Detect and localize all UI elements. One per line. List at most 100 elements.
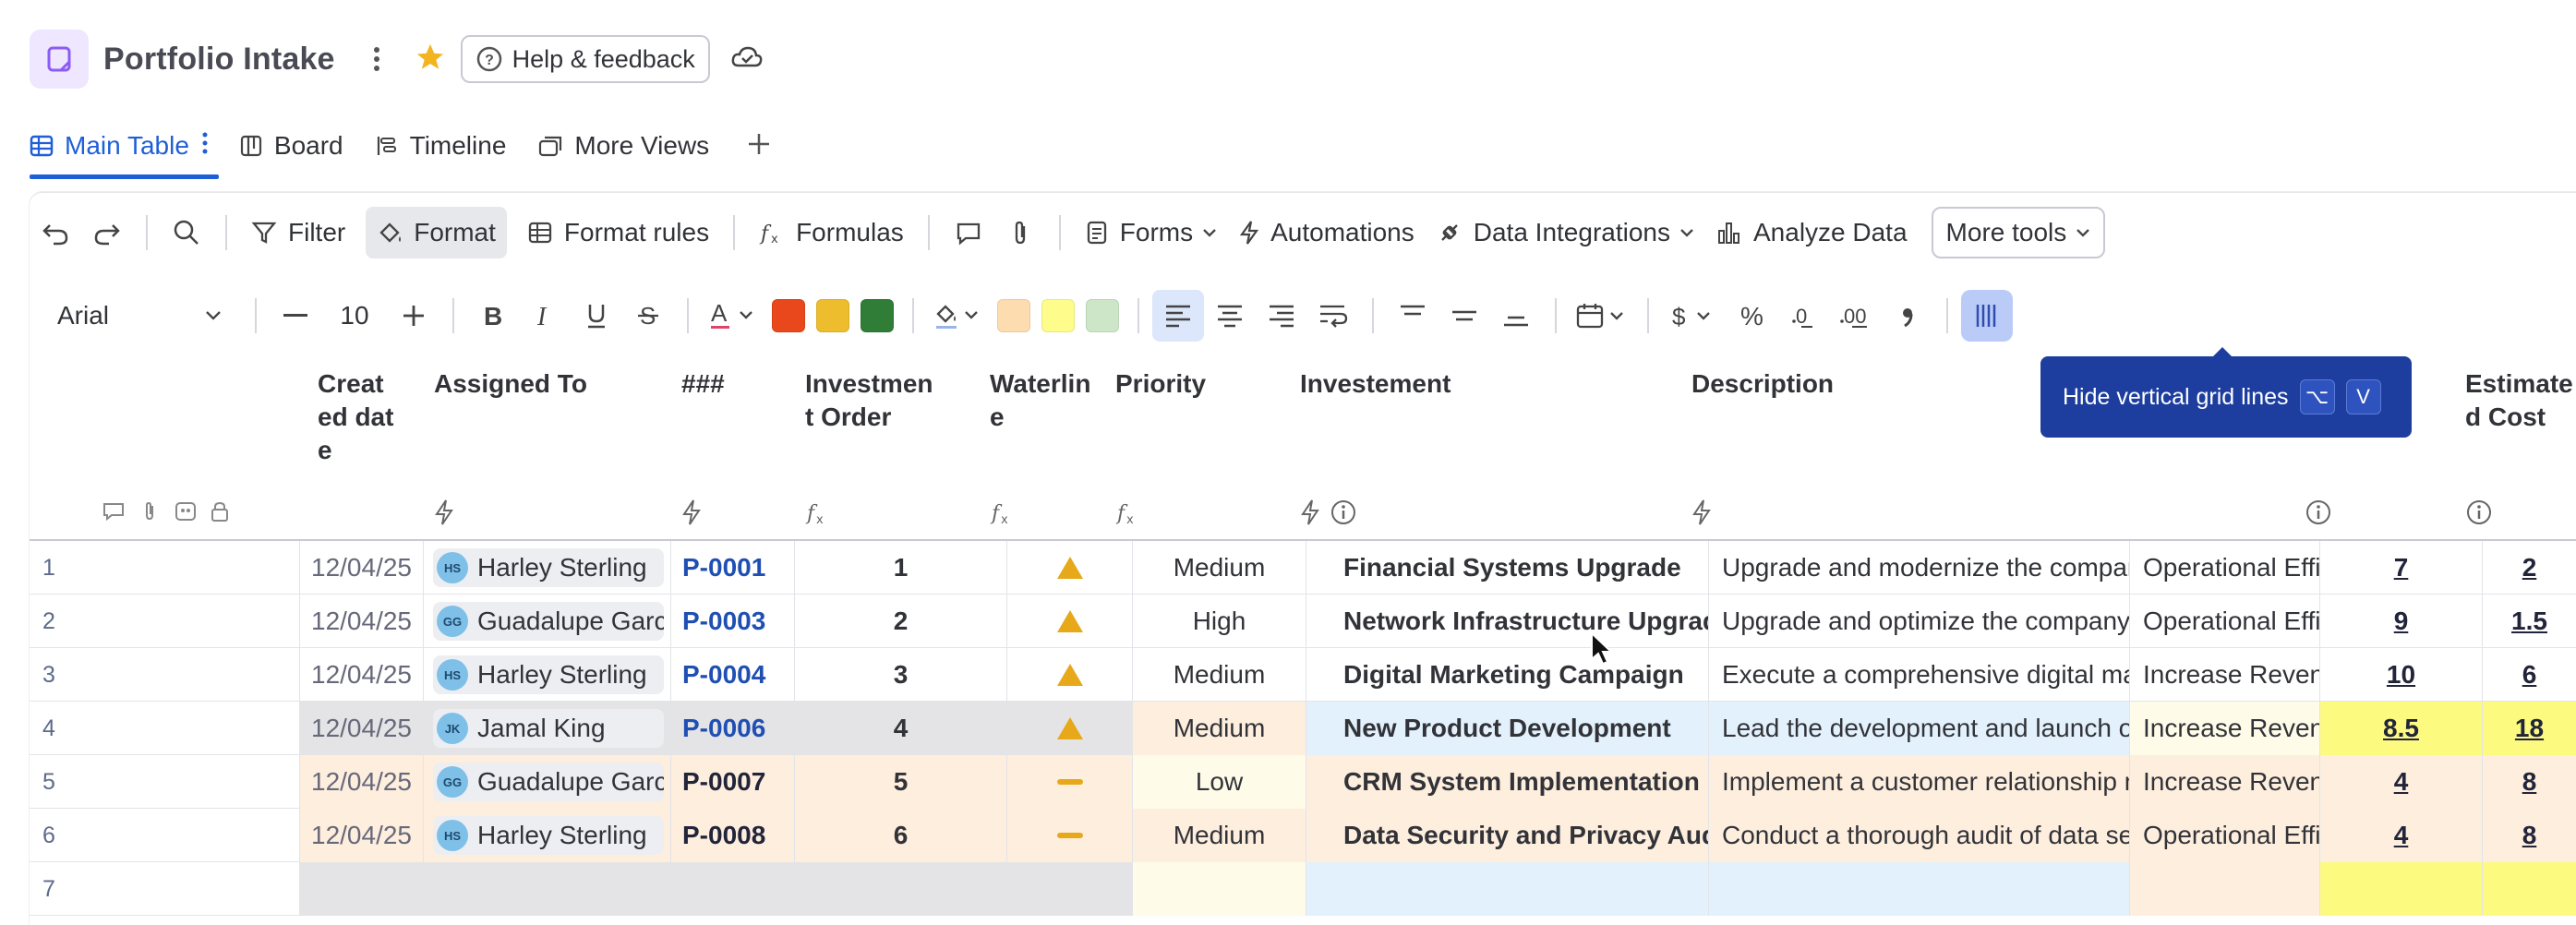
col-investment[interactable]: Investement xyxy=(1300,369,1451,398)
cell-id[interactable]: P-0006 xyxy=(670,702,794,755)
comment-icon[interactable] xyxy=(943,207,994,258)
cell-priority[interactable] xyxy=(1132,862,1306,916)
tab-main-table[interactable]: Main Table xyxy=(30,118,219,179)
table-row[interactable]: 5 12/04/25 GG Guadalupe Garcia P-0007 5 Low CRM… xyxy=(30,755,2576,809)
col-estimated-cost[interactable]: Estimated Cost xyxy=(2465,369,2573,431)
automations-button[interactable]: Automations xyxy=(1228,207,1426,258)
cell-assignee[interactable]: GG Guadalupe Garcia xyxy=(423,755,670,809)
info-icon[interactable] xyxy=(2305,499,2332,526)
cell-c2[interactable]: 6 xyxy=(2482,648,2576,702)
col-waterline[interactable]: Waterline xyxy=(990,369,1091,431)
table-row[interactable]: 6 12/04/25 HS Harley Sterling P-0008 6 Medium D… xyxy=(30,809,2576,862)
redo-icon[interactable] xyxy=(81,207,133,258)
cell-water[interactable] xyxy=(1006,862,1132,916)
format-button[interactable]: Format xyxy=(366,207,507,258)
filter-button[interactable]: Filter xyxy=(240,207,356,258)
cell-inv[interactable]: Financial Systems Upgrade xyxy=(1306,541,1708,595)
cell-priority[interactable]: Medium xyxy=(1132,702,1306,755)
assignee-pill[interactable]: HS Harley Sterling xyxy=(433,548,664,587)
cell-c1[interactable]: 8.5 xyxy=(2319,702,2482,755)
tab-menu-icon[interactable] xyxy=(202,131,208,161)
align-right-icon[interactable] xyxy=(1256,290,1307,342)
cell-priority[interactable]: Medium xyxy=(1132,648,1306,702)
cell-inv[interactable]: CRM System Implementation xyxy=(1306,755,1708,809)
cell-order[interactable] xyxy=(794,862,1006,916)
cell-assignee[interactable]: HS Harley Sterling xyxy=(423,648,670,702)
more-tools-button[interactable]: More tools xyxy=(1931,207,2106,258)
cell-desc[interactable]: Execute a comprehensive digital marketin… xyxy=(1708,648,2129,702)
info-icon[interactable] xyxy=(2465,499,2493,526)
cell-assignee[interactable]: GG Guadalupe Garcia xyxy=(423,595,670,648)
currency-format-icon[interactable]: $ xyxy=(1662,290,1727,342)
cell-id[interactable]: P-0001 xyxy=(670,541,794,595)
cell-inv[interactable]: New Product Development xyxy=(1306,702,1708,755)
cell-goal[interactable]: Increase Revenue xyxy=(2129,755,2319,809)
fill-color-swatch-green[interactable] xyxy=(1086,299,1119,332)
cell-id[interactable]: P-0007 xyxy=(670,755,794,809)
assignee-pill[interactable]: HS Harley Sterling xyxy=(433,655,664,694)
font-size-value[interactable]: 10 xyxy=(340,301,369,330)
fill-color-icon[interactable] xyxy=(927,290,992,342)
increase-size-icon[interactable] xyxy=(388,290,439,342)
assignee-pill[interactable]: GG Guadalupe Garcia xyxy=(433,602,664,641)
cell-priority[interactable]: Medium xyxy=(1132,809,1306,862)
cell-date[interactable]: 12/04/25 xyxy=(299,595,423,648)
vertical-gridlines-icon[interactable] xyxy=(1961,290,2013,342)
format-rules-button[interactable]: Format rules xyxy=(516,207,720,258)
assignee-pill[interactable]: HS Harley Sterling xyxy=(433,816,664,855)
table-row[interactable]: 2 12/04/25 GG Guadalupe Garcia P-0003 2 High Ne… xyxy=(30,595,2576,648)
undo-icon[interactable] xyxy=(30,207,81,258)
cell-c2[interactable]: 8 xyxy=(2482,809,2576,862)
tab-more-views[interactable]: More Views xyxy=(537,118,709,174)
analyze-data-button[interactable]: Analyze Data xyxy=(1705,207,1919,258)
text-color-swatch-yellow[interactable] xyxy=(816,299,849,332)
cell-c2[interactable]: 1.5 xyxy=(2482,595,2576,648)
cell-date[interactable]: 12/04/25 xyxy=(299,809,423,862)
col-id[interactable]: ### xyxy=(681,369,725,398)
cell-assignee[interactable] xyxy=(423,862,670,916)
search-icon[interactable] xyxy=(161,207,212,258)
fill-color-swatch-orange[interactable] xyxy=(997,299,1030,332)
underline-icon[interactable] xyxy=(571,290,622,342)
cell-desc[interactable]: Lead the development and launch of a new… xyxy=(1708,702,2129,755)
cell-date[interactable] xyxy=(299,862,423,916)
valign-top-icon[interactable] xyxy=(1387,290,1438,342)
cell-c1[interactable]: 10 xyxy=(2319,648,2482,702)
sheet-icon[interactable] xyxy=(30,30,89,89)
cell-c2[interactable]: 18 xyxy=(2482,702,2576,755)
favorite-star-icon[interactable] xyxy=(415,42,446,78)
cell-c1[interactable]: 7 xyxy=(2319,541,2482,595)
assignee-pill[interactable]: GG Guadalupe Garcia xyxy=(433,763,664,801)
cell-goal[interactable]: Operational Efficiency xyxy=(2129,809,2319,862)
cell-date[interactable]: 12/04/25 xyxy=(299,702,423,755)
cell-c2[interactable] xyxy=(2482,862,2576,916)
cell-c2[interactable]: 2 xyxy=(2482,541,2576,595)
cell-goal[interactable]: Increase Revenue xyxy=(2129,648,2319,702)
valign-middle-icon[interactable] xyxy=(1438,290,1490,342)
cell-inv[interactable]: Network Infrastructure Upgrade xyxy=(1306,595,1708,648)
cell-desc[interactable]: Upgrade and modernize the company's fina… xyxy=(1708,541,2129,595)
cell-c2[interactable]: 8 xyxy=(2482,755,2576,809)
cell-desc[interactable] xyxy=(1708,862,2129,916)
wrap-text-icon[interactable] xyxy=(1307,290,1359,342)
cell-water[interactable] xyxy=(1006,648,1132,702)
cell-water[interactable] xyxy=(1006,809,1132,862)
cell-assignee[interactable]: JK Jamal King xyxy=(423,702,670,755)
table-row[interactable]: 3 12/04/25 HS Harley Sterling P-0004 3 Medium D… xyxy=(30,648,2576,702)
col-created-date[interactable]: Created date xyxy=(318,369,394,464)
text-color-swatch-green[interactable] xyxy=(861,299,894,332)
cell-c1[interactable]: 9 xyxy=(2319,595,2482,648)
font-family-select[interactable]: Arial xyxy=(30,290,242,342)
tab-board[interactable]: Board xyxy=(239,118,343,174)
cell-assignee[interactable]: HS Harley Sterling xyxy=(423,809,670,862)
cell-priority[interactable]: High xyxy=(1132,595,1306,648)
cell-desc[interactable]: Conduct a thorough audit of data securit… xyxy=(1708,809,2129,862)
col-assigned-to[interactable]: Assigned To xyxy=(434,369,587,398)
cell-goal[interactable]: Operational Efficiency xyxy=(2129,541,2319,595)
percent-format-icon[interactable]: % xyxy=(1727,290,1778,342)
help-feedback-button[interactable]: ? Help & feedback xyxy=(460,35,710,83)
table-row[interactable]: 1 12/04/25 HS Harley Sterling P-0001 1 Medium F… xyxy=(30,541,2576,595)
cell-c1[interactable]: 4 xyxy=(2319,755,2482,809)
tab-timeline[interactable]: Timeline xyxy=(375,118,506,174)
cell-id[interactable]: P-0008 xyxy=(670,809,794,862)
